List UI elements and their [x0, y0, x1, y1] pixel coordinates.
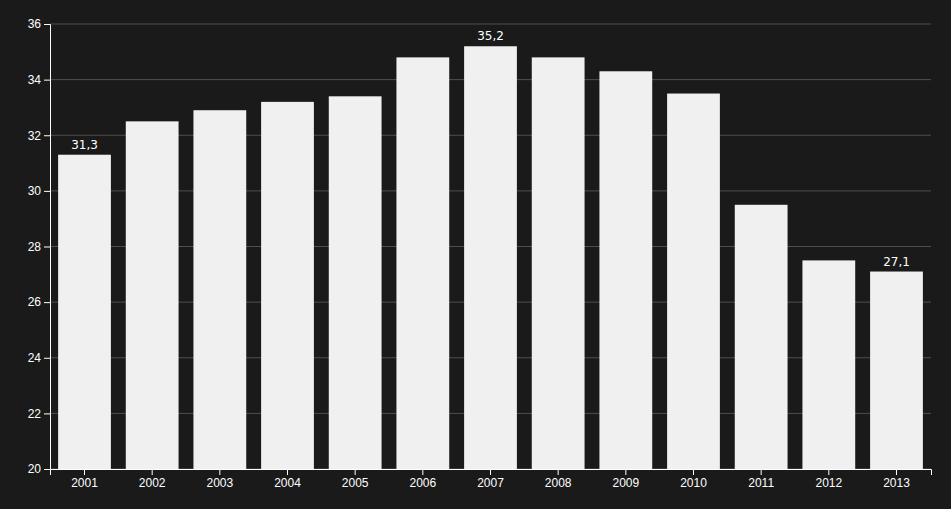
bar [58, 155, 111, 469]
x-tick-label: 2001 [71, 476, 98, 490]
x-tick: 2005 [342, 469, 369, 490]
x-tick: 2003 [206, 469, 233, 490]
bar [870, 272, 923, 469]
x-tick-label: 2006 [409, 476, 436, 490]
plot: 2022242628303234362001200220032004200520… [28, 17, 932, 489]
bar [735, 205, 788, 469]
y-tick: 34 [28, 73, 50, 87]
x-tick-mark [490, 469, 491, 475]
y-tick-mark [44, 135, 50, 136]
y-tick: 22 [28, 407, 50, 421]
x-tick-mark [761, 469, 762, 475]
y-tick-label: 34 [28, 73, 42, 87]
x-tick-label: 2013 [883, 476, 910, 490]
y-tick-label: 24 [28, 351, 42, 365]
y-tick: 20 [28, 462, 50, 476]
x-tick: 2012 [815, 469, 842, 490]
bars [58, 46, 923, 469]
y-tick: 28 [28, 240, 50, 254]
y-tick: 26 [28, 295, 50, 309]
y-tick-label: 30 [28, 184, 42, 198]
x-tick-label: 2010 [680, 476, 707, 490]
bar [126, 121, 179, 469]
x-tick: 2006 [409, 469, 436, 490]
y-tick: 36 [28, 17, 50, 31]
value-label: 31,3 [71, 138, 98, 152]
y-tick-label: 26 [28, 295, 42, 309]
y-tick-label: 28 [28, 240, 42, 254]
y-tick-mark [44, 24, 50, 25]
y-tick-mark [44, 80, 50, 81]
chart-svg: 2022242628303234362001200220032004200520… [0, 0, 951, 509]
bar [667, 94, 720, 469]
y-tick-mark [44, 469, 50, 470]
x-tick-mark [828, 469, 829, 475]
x-tick-mark [355, 469, 356, 475]
bar [261, 102, 314, 469]
grid [50, 24, 931, 469]
x-tick-label: 2008 [545, 476, 572, 490]
x-tick: 2008 [545, 469, 572, 490]
x-tick: 2010 [680, 469, 707, 490]
bar [193, 110, 246, 469]
bar [599, 71, 652, 469]
x-tick-mark [287, 469, 288, 475]
x-tick-mark [558, 469, 559, 475]
y-tick: 24 [28, 351, 50, 365]
y-tick-label: 36 [28, 17, 42, 31]
x-tick-label: 2003 [206, 476, 233, 490]
x-tick-label: 2002 [139, 476, 166, 490]
y-tick-label: 20 [28, 462, 42, 476]
x-tick: 2004 [274, 469, 301, 490]
bar [464, 46, 517, 469]
x-tick-mark [693, 469, 694, 475]
x-tick-mark [84, 469, 85, 475]
x-tick-label: 2012 [815, 476, 842, 490]
y-tick: 32 [28, 129, 50, 143]
x-tick: 2011 [748, 469, 774, 490]
x-tick: 2009 [612, 469, 639, 490]
value-label: 35,2 [477, 29, 504, 43]
x-tick-label: 2007 [477, 476, 504, 490]
x-tick-mark [625, 469, 626, 475]
y-tick-mark [44, 358, 50, 359]
value-labels: 31,3 35,2 27,1 [71, 29, 910, 268]
x-tick: 2013 [883, 469, 910, 490]
x-tick-label: 2004 [274, 476, 301, 490]
x-tick: 2002 [139, 469, 166, 490]
y-tick-label: 22 [28, 407, 42, 421]
y-tick-mark [44, 413, 50, 414]
y-axis: 20 22 24 26 28 30 32 34 36 [28, 17, 51, 476]
bar [396, 57, 449, 469]
grid-line [50, 24, 931, 25]
bar [329, 96, 382, 469]
x-tick-mark [896, 469, 897, 475]
bar [802, 260, 855, 469]
value-label: 27,1 [883, 255, 910, 269]
y-tick-mark [44, 191, 50, 192]
y-tick-mark [44, 302, 50, 303]
x-axis-line [51, 470, 932, 476]
x-tick-label: 2011 [748, 476, 774, 490]
y-tick: 30 [28, 184, 50, 198]
y-tick-label: 32 [28, 129, 42, 143]
bar [532, 57, 585, 469]
x-tick: 2007 [477, 469, 504, 490]
x-tick-mark [219, 469, 220, 475]
y-axis-line [44, 25, 51, 470]
x-tick-mark [422, 469, 423, 475]
x-tick-label: 2005 [342, 476, 369, 490]
y-tick-mark [44, 247, 50, 248]
x-tick-mark [152, 469, 153, 475]
x-tick: 2001 [71, 469, 98, 490]
x-axis: 2001 2002 2003 2004 2005 2006 2007 2008 2009 2010… [51, 469, 932, 490]
x-tick-label: 2009 [612, 476, 639, 490]
